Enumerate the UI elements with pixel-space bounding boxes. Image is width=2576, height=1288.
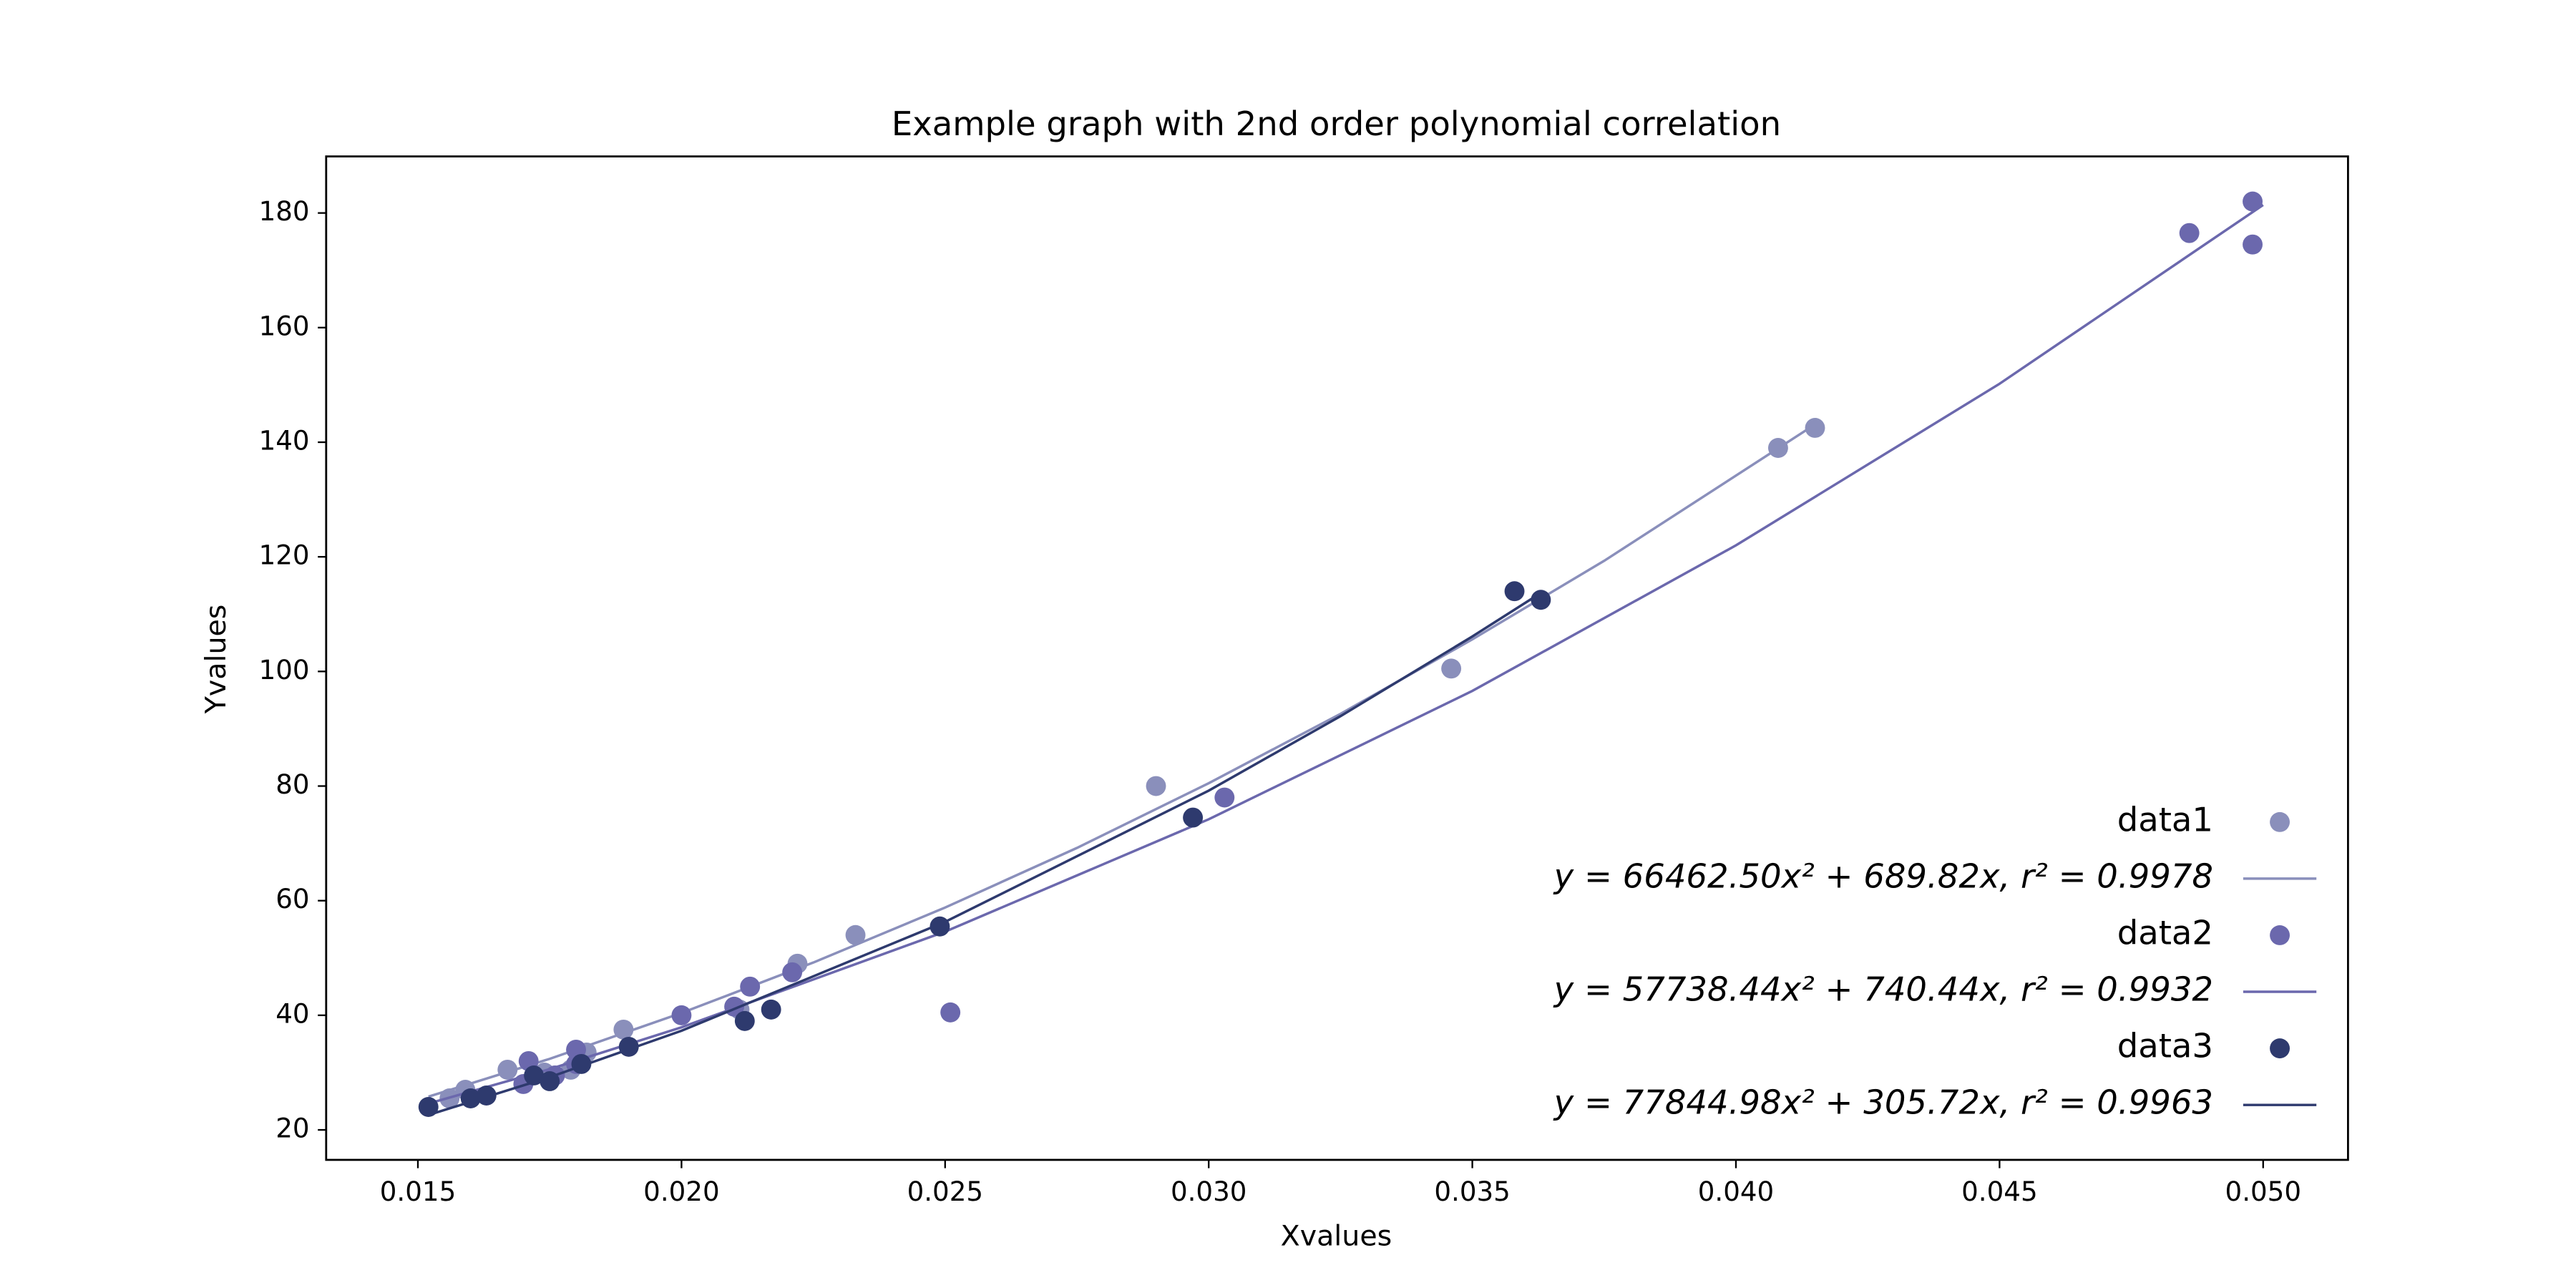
point bbox=[476, 1085, 497, 1106]
point bbox=[761, 999, 781, 1020]
y-tick-label: 80 bbox=[275, 769, 309, 800]
x-axis-label: Xvalues bbox=[1281, 1220, 1392, 1253]
point bbox=[460, 1088, 481, 1108]
point bbox=[1441, 658, 1462, 679]
point bbox=[1183, 807, 1204, 828]
legend-marker bbox=[2270, 1038, 2290, 1059]
y-tick-label: 100 bbox=[259, 654, 310, 686]
legend-label: y = 77844.98x² + 305.72x, r² = 0.9963 bbox=[1553, 1083, 2213, 1122]
legend-label: y = 66462.50x² + 689.82x, r² = 0.9978 bbox=[1553, 857, 2213, 895]
fit-line bbox=[428, 592, 1542, 1116]
legend-label: data1 bbox=[2117, 800, 2213, 839]
x-tick-label: 0.015 bbox=[380, 1176, 456, 1207]
point bbox=[497, 1059, 518, 1080]
fit-line bbox=[428, 423, 1816, 1098]
plot-frame bbox=[325, 155, 2349, 1161]
point bbox=[2243, 191, 2263, 212]
point bbox=[734, 1010, 755, 1031]
legend-marker bbox=[2270, 811, 2290, 832]
y-tick-label: 140 bbox=[259, 424, 310, 456]
point bbox=[540, 1071, 560, 1091]
x-tick-label: 0.030 bbox=[1171, 1176, 1246, 1207]
point bbox=[1146, 776, 1166, 796]
x-tick-label: 0.035 bbox=[1434, 1176, 1510, 1207]
point bbox=[671, 1005, 692, 1025]
x-tick-label: 0.040 bbox=[1698, 1176, 1774, 1207]
legend-label: y = 57738.44x² + 740.44x, r² = 0.9932 bbox=[1553, 970, 2213, 1009]
point bbox=[418, 1097, 439, 1117]
y-tick-label: 20 bbox=[275, 1113, 309, 1144]
point bbox=[845, 924, 866, 945]
point bbox=[571, 1053, 592, 1074]
point bbox=[618, 1036, 639, 1057]
legend-label: data2 bbox=[2117, 913, 2213, 952]
y-tick-label: 160 bbox=[259, 310, 310, 341]
y-tick-label: 40 bbox=[275, 997, 309, 1029]
point bbox=[2243, 234, 2263, 255]
point bbox=[524, 1065, 545, 1085]
x-tick-label: 0.025 bbox=[907, 1176, 983, 1207]
point bbox=[782, 962, 803, 982]
point bbox=[2179, 223, 2200, 243]
fit-line bbox=[428, 203, 2264, 1105]
point bbox=[1805, 418, 1825, 438]
point bbox=[1531, 590, 1551, 610]
y-tick-label: 120 bbox=[259, 540, 310, 571]
x-tick-label: 0.045 bbox=[1961, 1176, 2037, 1207]
point bbox=[1214, 787, 1235, 808]
point bbox=[1504, 581, 1525, 602]
point bbox=[1767, 438, 1788, 458]
y-axis-label: Yvalues bbox=[200, 605, 233, 715]
legend-label: data3 bbox=[2117, 1027, 2213, 1065]
point bbox=[940, 1002, 961, 1023]
point bbox=[740, 976, 761, 997]
point bbox=[613, 1019, 634, 1040]
x-tick-label: 0.020 bbox=[643, 1176, 719, 1207]
y-tick-label: 180 bbox=[259, 195, 310, 227]
point bbox=[930, 916, 950, 937]
chart-title: Example graph with 2nd order polynomial … bbox=[892, 104, 1781, 143]
x-tick-label: 0.050 bbox=[2225, 1176, 2301, 1207]
y-tick-label: 60 bbox=[275, 883, 309, 914]
legend-marker bbox=[2270, 925, 2290, 945]
